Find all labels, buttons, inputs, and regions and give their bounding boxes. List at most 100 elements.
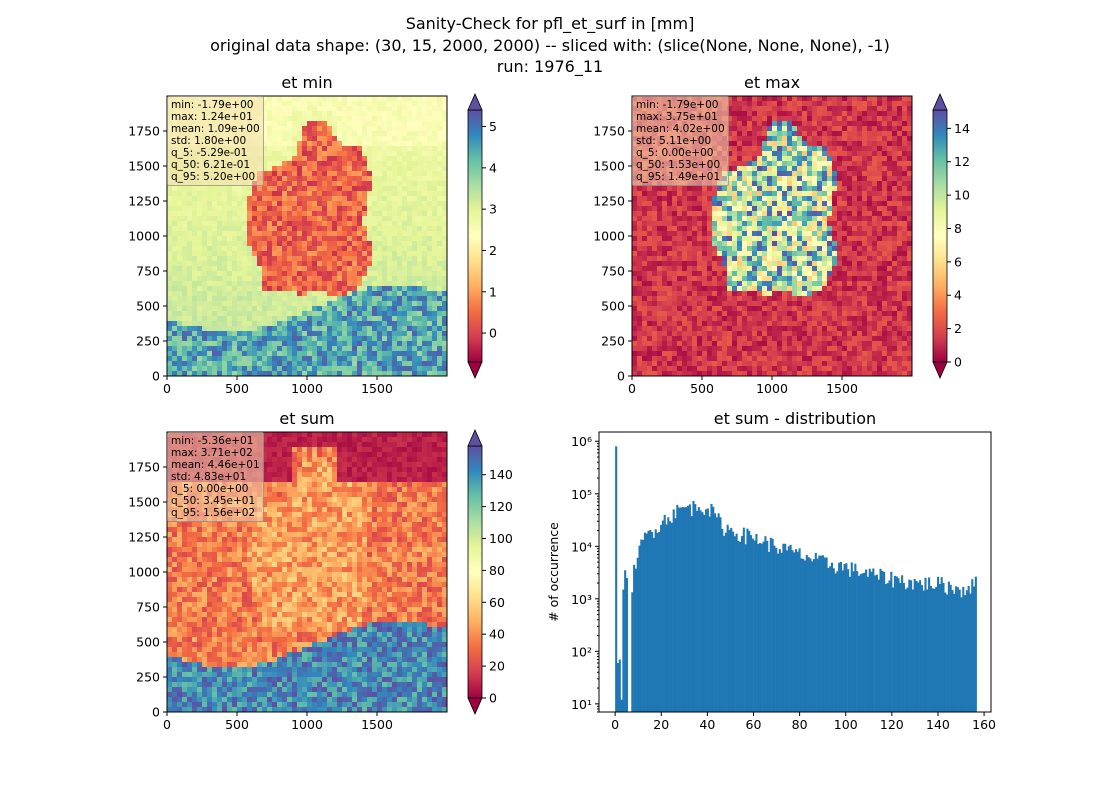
histogram-bar (624, 570, 627, 712)
histogram-bar (893, 575, 896, 712)
histogram-bar (807, 557, 810, 712)
histogram-bar (861, 573, 864, 712)
y-tick-label: 500 (136, 635, 160, 650)
colorbar-tick-label: 120 (489, 499, 513, 514)
histogram-bar (631, 592, 634, 712)
histogram-bar (908, 579, 911, 712)
colorbar-tick-label: 5 (489, 119, 497, 134)
histogram-bar (714, 513, 717, 712)
y-tick-label: 0 (152, 369, 160, 384)
histogram-bar (928, 577, 931, 712)
histogram-bar (931, 588, 934, 712)
x-tick-label: 1500 (361, 381, 393, 396)
y-tick-label: 0 (152, 705, 160, 720)
y-tick-label: 1500 (128, 159, 160, 174)
histogram-bar (685, 507, 688, 712)
histogram-bar (901, 575, 904, 712)
histogram-bar (940, 577, 943, 712)
histogram-bar (942, 582, 945, 712)
heatmap-image-2 (167, 432, 447, 712)
histogram-bar (922, 590, 925, 712)
colorbar-tick-label: 12 (954, 154, 970, 169)
histogram-bar (642, 539, 645, 712)
histogram-bar (949, 584, 952, 712)
histogram-bar (710, 503, 713, 712)
x-tick-label: 160 (972, 717, 996, 732)
histogram-bar (962, 586, 965, 712)
histogram-bar (787, 546, 790, 712)
colorbar-tick-label: 14 (954, 121, 970, 136)
histogram-bar (742, 527, 745, 712)
histogram-bar (762, 541, 765, 712)
histogram-bar (872, 568, 875, 712)
colorbar-tick-label: 1 (489, 284, 497, 299)
y-tick-label: 1000 (593, 229, 625, 244)
histogram-bar (884, 583, 887, 712)
colorbar-extend-bottom (467, 697, 483, 715)
colorbar-tick-label: 4 (489, 160, 497, 175)
histogram-bar (823, 557, 826, 712)
histogram-bar (660, 524, 663, 712)
y-tick-label: 250 (601, 334, 625, 349)
histogram-bar (902, 582, 905, 712)
histogram-bar (859, 574, 862, 712)
colorbar-tick-label: 60 (489, 595, 505, 610)
histogram-bar (773, 545, 776, 712)
histogram-bar (920, 585, 923, 712)
colorbar-tick-label: 2 (489, 243, 497, 258)
histogram-bar (857, 575, 860, 712)
x-tick-label: 120 (880, 717, 904, 732)
histogram-bar (951, 590, 954, 712)
x-tick-label: 500 (690, 381, 714, 396)
histogram-bar (767, 551, 771, 712)
histogram-bar (814, 552, 817, 712)
stats-box: min: -1.79e+00 max: 3.75e+01 mean: 4.02e… (632, 96, 729, 186)
histogram-bar (886, 583, 889, 712)
y-tick-label: 1750 (128, 460, 160, 475)
histogram-bar (755, 534, 758, 712)
histogram-bar (697, 507, 700, 712)
x-tick-label: 500 (225, 717, 249, 732)
histogram-bar (705, 509, 708, 712)
histogram-bar (915, 580, 918, 712)
histogram-bar (809, 558, 812, 712)
histogram-bar (723, 535, 726, 712)
histogram-bar (803, 560, 807, 712)
y-tick-label: 1750 (593, 124, 625, 139)
histogram-bar (958, 589, 961, 712)
histogram-bar (735, 533, 738, 712)
histogram-bar (775, 547, 778, 712)
histogram-bar (615, 446, 618, 712)
y-tick-label: 1250 (593, 194, 625, 209)
histogram-bar (683, 507, 686, 712)
x-tick-label: 1500 (361, 717, 393, 732)
x-tick-label: 1500 (826, 381, 858, 396)
histogram-bar (969, 593, 972, 712)
histogram-bar (836, 571, 839, 712)
x-tick-label: 1000 (291, 381, 323, 396)
histogram-bar (715, 517, 718, 712)
x-tick-label: 60 (746, 717, 762, 732)
figure-title-line2: original data shape: (30, 15, 2000, 2000… (210, 36, 890, 55)
histogram-bar (778, 549, 781, 712)
y-tick-label: 750 (136, 264, 160, 279)
histogram-bar (616, 662, 620, 712)
histogram-bar (687, 505, 690, 712)
colorbar-tick-label: 20 (489, 659, 505, 674)
y-axis-label: # of occurrence (546, 522, 561, 622)
histogram-bar (690, 516, 693, 712)
histogram-bar (751, 538, 754, 712)
histogram-bar (888, 580, 891, 712)
histogram-bar (899, 583, 902, 712)
histogram-bar (879, 568, 882, 712)
histogram-bar (636, 557, 639, 712)
histogram-bar (825, 557, 828, 712)
colorbar-tick-label: 6 (954, 254, 962, 269)
histogram-bar (964, 595, 967, 712)
y-tick-label: 10² (571, 644, 592, 659)
colorbar-extend-bottom (932, 361, 948, 379)
histogram-bar (692, 501, 695, 712)
y-tick-label: 250 (136, 670, 160, 685)
histogram-bar (866, 576, 869, 712)
